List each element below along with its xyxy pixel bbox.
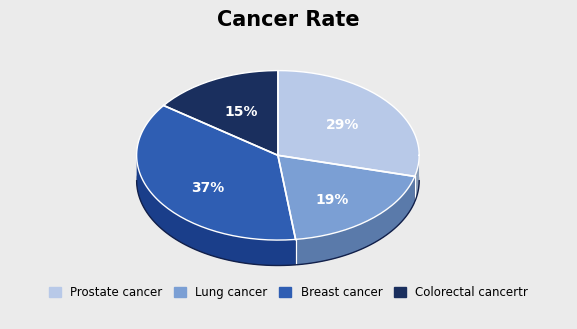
Text: 29%: 29% (326, 118, 359, 132)
Text: 37%: 37% (191, 181, 224, 195)
Text: 15%: 15% (224, 105, 257, 118)
Polygon shape (278, 155, 415, 240)
Text: Cancer Rate: Cancer Rate (217, 10, 360, 30)
Polygon shape (164, 70, 278, 155)
Polygon shape (137, 154, 295, 266)
Polygon shape (415, 151, 419, 202)
Polygon shape (278, 70, 419, 176)
Polygon shape (295, 176, 415, 265)
Legend: Prostate cancer, Lung cancer, Breast cancer, Colorectal cancertr: Prostate cancer, Lung cancer, Breast can… (44, 281, 533, 304)
Text: 19%: 19% (316, 193, 349, 207)
Ellipse shape (137, 96, 419, 266)
Polygon shape (137, 106, 295, 240)
